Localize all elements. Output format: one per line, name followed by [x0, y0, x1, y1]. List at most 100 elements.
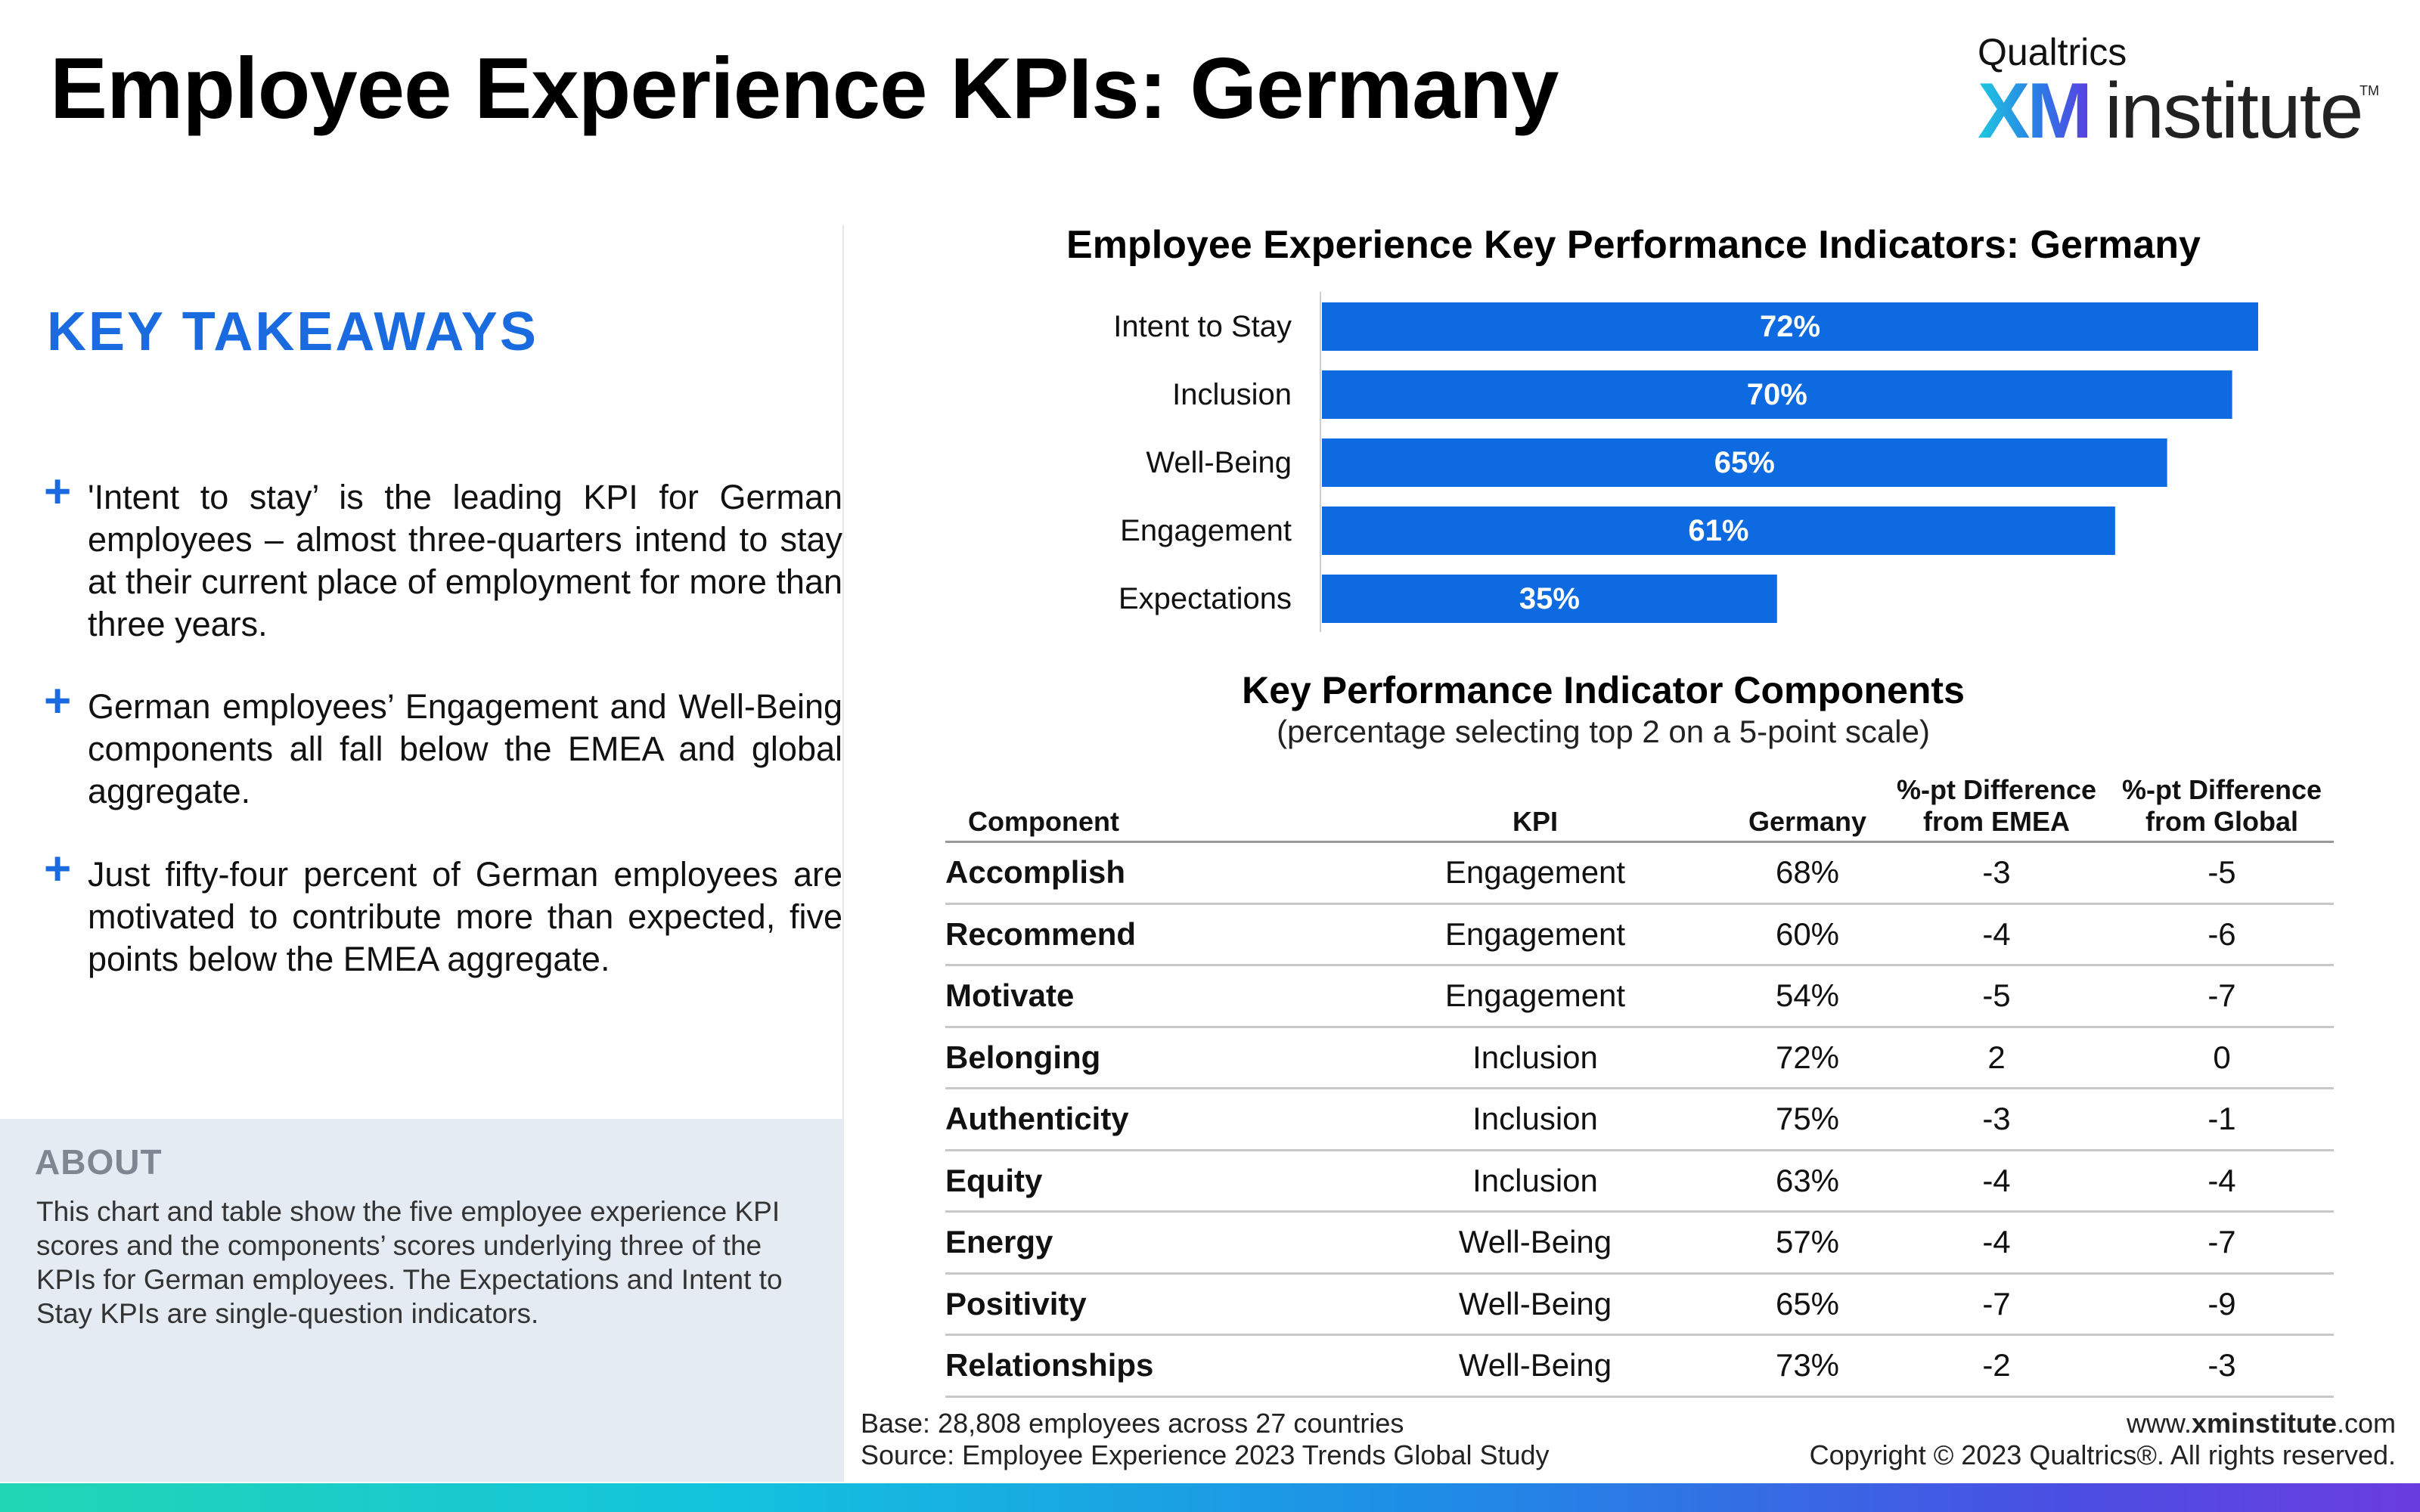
cell-germany: 72%: [1732, 1027, 1883, 1089]
bar: [1322, 370, 2232, 419]
bar: [1322, 507, 2115, 555]
cell-kpi: Engagement: [1339, 841, 1732, 905]
category-label: Expectations: [1118, 582, 1292, 615]
about-heading: ABOUT: [35, 1142, 163, 1182]
cell-component: Relationships: [945, 1334, 1339, 1398]
plus-icon: +: [44, 843, 72, 895]
cell-diff-global: -3: [2110, 1334, 2334, 1398]
takeaway-text: 'Intent to stay’ is the leading KPI for …: [88, 478, 842, 643]
cell-diff-emea: -4: [1883, 903, 2110, 966]
logo-institute-text: institute: [2105, 67, 2363, 155]
cell-kpi: Inclusion: [1339, 1088, 1732, 1151]
cell-diff-emea: -7: [1883, 1273, 2110, 1336]
chart-title: Employee Experience Key Performance Indi…: [1066, 223, 2201, 267]
page-title: Employee Experience KPIs: Germany: [50, 41, 1559, 137]
footer-gradient-bar: [0, 1483, 2420, 1512]
cell-germany: 65%: [1732, 1273, 1883, 1336]
cell-diff-global: -4: [2110, 1150, 2334, 1213]
table-subtitle: (percentage selecting top 2 on a 5-point…: [1277, 714, 1930, 749]
cell-diff-emea: -3: [1883, 841, 2110, 905]
column-divider: [842, 225, 844, 1119]
logo-qualtrics-text: Qualtrics: [1978, 31, 2127, 73]
table-row: Energy Well-Being 57% -4 -7: [945, 1211, 2334, 1275]
bar-value-label: 35%: [1519, 582, 1580, 615]
table-row: Motivate Engagement 54% -5 -7: [945, 965, 2334, 1028]
table-row: Authenticity Inclusion 75% -3 -1: [945, 1088, 2334, 1151]
cell-kpi: Well-Being: [1339, 1211, 1732, 1275]
cell-germany: 68%: [1732, 841, 1883, 905]
cell-diff-emea: -4: [1883, 1211, 2110, 1275]
cell-kpi: Inclusion: [1339, 1150, 1732, 1213]
category-label: Well-Being: [1146, 446, 1292, 479]
bar: [1322, 575, 1777, 623]
cell-diff-global: -1: [2110, 1088, 2334, 1151]
cell-diff-emea: 2: [1883, 1027, 2110, 1089]
bar-value-label: 72%: [1760, 310, 1820, 343]
header-diff-emea: %-pt Difference from EMEA: [1883, 774, 2110, 843]
plus-icon: +: [44, 675, 72, 727]
cell-germany: 63%: [1732, 1150, 1883, 1213]
table-row: Belonging Inclusion 72% 2 0: [945, 1027, 2334, 1089]
table-row: Accomplish Engagement 68% -3 -5: [945, 841, 2334, 905]
cell-germany: 54%: [1732, 965, 1883, 1028]
cell-component: Equity: [945, 1150, 1339, 1213]
cell-diff-emea: -2: [1883, 1334, 2110, 1398]
cell-kpi: Engagement: [1339, 903, 1732, 966]
about-text: This chart and table show the five emplo…: [36, 1196, 783, 1329]
kpi-bar-chart: Intent to Stay 72% Inclusion 70% Well-Being 6…: [1113, 292, 2258, 632]
key-takeaways-heading: KEY TAKEAWAYS: [47, 302, 538, 362]
takeaway-text: German employees’ Engagement and Well-Be…: [88, 687, 842, 810]
bar-value-label: 70%: [1747, 378, 1807, 411]
cell-component: Motivate: [945, 965, 1339, 1028]
cell-diff-emea: -4: [1883, 1150, 2110, 1213]
cell-diff-global: -7: [2110, 965, 2334, 1028]
cell-diff-global: -5: [2110, 841, 2334, 905]
cell-diff-emea: -5: [1883, 965, 2110, 1028]
logo-tm-mark: TM: [2360, 83, 2379, 98]
table-row: Recommend Engagement 60% -4 -6: [945, 903, 2334, 966]
category-label: Intent to Stay: [1113, 310, 1292, 343]
source-note: Source: Employee Experience 2023 Trends …: [861, 1439, 1550, 1470]
table-header-row: Component KPI Germany %-pt Difference fr…: [945, 774, 2334, 843]
logo-xm-text: XM: [1978, 67, 2093, 155]
header-germany: Germany: [1732, 774, 1883, 843]
category-label: Inclusion: [1172, 378, 1292, 411]
bar-value-label: 61%: [1688, 514, 1748, 547]
cell-germany: 57%: [1732, 1211, 1883, 1275]
cell-diff-global: -7: [2110, 1211, 2334, 1275]
cell-component: Accomplish: [945, 841, 1339, 905]
base-note: Base: 28,808 employees across 27 countri…: [861, 1408, 1404, 1439]
cell-germany: 75%: [1732, 1088, 1883, 1151]
cell-diff-global: -6: [2110, 903, 2334, 966]
table-row: Positivity Well-Being 65% -7 -9: [945, 1273, 2334, 1336]
cell-germany: 73%: [1732, 1334, 1883, 1398]
bar: [1322, 438, 2167, 487]
cell-component: Belonging: [945, 1027, 1339, 1089]
header-kpi: KPI: [1339, 774, 1732, 843]
table-row: Relationships Well-Being 73% -2 -3: [945, 1334, 2334, 1398]
table-title: Key Performance Indicator Components: [1242, 669, 1965, 711]
cell-diff-emea: -3: [1883, 1088, 2110, 1151]
xm-institute-logo: Qualtrics XM institute TM: [1978, 30, 2379, 155]
kpi-components-table: Component KPI Germany %-pt Difference fr…: [945, 774, 2334, 1398]
category-label: Engagement: [1120, 514, 1292, 547]
copyright-note: Copyright © 2023 Qualtrics®. All rights …: [1809, 1439, 2396, 1470]
cell-kpi: Well-Being: [1339, 1334, 1732, 1398]
takeaway-text: Just fifty-four percent of German employ…: [88, 855, 842, 978]
cell-diff-global: -9: [2110, 1273, 2334, 1336]
cell-kpi: Engagement: [1339, 965, 1732, 1028]
about-panel: ABOUT This chart and table show the five…: [0, 1119, 844, 1482]
bar-value-label: 65%: [1714, 446, 1775, 479]
cell-germany: 60%: [1732, 903, 1883, 966]
cell-kpi: Well-Being: [1339, 1273, 1732, 1336]
cell-component: Energy: [945, 1211, 1339, 1275]
cell-component: Authenticity: [945, 1088, 1339, 1151]
bar: [1322, 302, 2258, 351]
footer-copyright: www.xminstitute.com Copyright © 2023 Qua…: [1810, 1408, 2396, 1471]
plus-icon: +: [44, 466, 72, 518]
website-link[interactable]: www.xminstitute.com: [2126, 1408, 2396, 1439]
footer-base-source: Base: 28,808 employees across 27 countri…: [861, 1408, 1550, 1471]
header-component: Component: [945, 774, 1339, 843]
table-row: Equity Inclusion 63% -4 -4: [945, 1150, 2334, 1213]
cell-component: Recommend: [945, 903, 1339, 966]
